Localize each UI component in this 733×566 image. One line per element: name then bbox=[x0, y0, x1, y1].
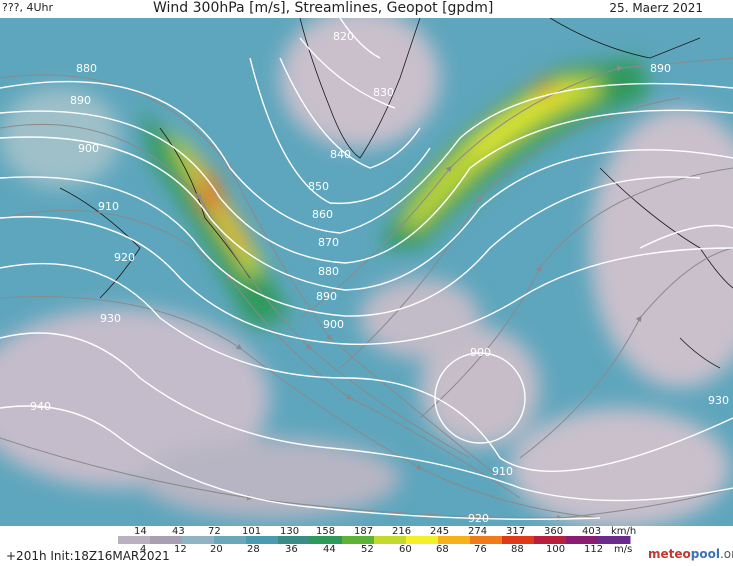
legend-swatch bbox=[566, 536, 599, 544]
brand-part: meteo bbox=[648, 547, 691, 561]
contour-label: 920 bbox=[468, 512, 489, 525]
legend-ms-label: 52 bbox=[361, 544, 374, 555]
meteopool-logo[interactable]: meteopool.org bbox=[648, 547, 733, 561]
init-time-label: +201h Init:18Z16MAR2021 bbox=[6, 549, 170, 563]
legend-ms-label: 20 bbox=[210, 544, 223, 555]
contour-label: 860 bbox=[312, 208, 333, 221]
legend-swatch bbox=[374, 536, 407, 544]
contour-label: 830 bbox=[373, 86, 394, 99]
contour-label: 820 bbox=[333, 30, 354, 43]
contour-label: 880 bbox=[76, 62, 97, 75]
legend-ms-label: 112 bbox=[584, 544, 603, 555]
legend-kmh-label: 403 bbox=[582, 526, 601, 537]
legend-ms-label: 12 bbox=[174, 544, 187, 555]
legend-kmh-label: 360 bbox=[544, 526, 563, 537]
map-title: Wind 300hPa [m/s], Streamlines, Geopot [… bbox=[153, 0, 494, 16]
legend-ms-label: 28 bbox=[247, 544, 260, 555]
legend-ms-label: 36 bbox=[285, 544, 298, 555]
forecast-date: 25. Maerz 2021 bbox=[609, 1, 703, 15]
legend-ms-unit: m/s bbox=[614, 544, 632, 555]
contour-label: 890 bbox=[650, 62, 671, 75]
contour-label: 900 bbox=[470, 346, 491, 359]
contour-label: 930 bbox=[100, 312, 121, 325]
legend-swatch bbox=[310, 536, 343, 544]
legend-swatch bbox=[150, 536, 183, 544]
legend-kmh-label: 43 bbox=[172, 526, 185, 537]
contour-label: 920 bbox=[114, 251, 135, 264]
legend-swatch bbox=[534, 536, 567, 544]
legend-kmh-label: 274 bbox=[468, 526, 487, 537]
legend-kmh-label: 101 bbox=[242, 526, 261, 537]
legend-swatch bbox=[246, 536, 279, 544]
legend-kmh-label: 216 bbox=[392, 526, 411, 537]
legend-kmh-label: 130 bbox=[280, 526, 299, 537]
legend-swatch bbox=[278, 536, 311, 544]
streamlines bbox=[0, 57, 733, 522]
legend-swatch bbox=[118, 536, 151, 544]
legend-ms-label: 4 bbox=[140, 544, 146, 555]
geopotential-contours bbox=[0, 18, 733, 520]
map-header: ???, 4Uhr Wind 300hPa [m/s], Streamlines… bbox=[0, 0, 733, 20]
legend-ms-label: 68 bbox=[436, 544, 449, 555]
legend-ms-label: 60 bbox=[399, 544, 412, 555]
wind-map: 820 830 840 850 860 870 880 890 900 910 … bbox=[0, 18, 733, 526]
contour-label: 910 bbox=[98, 200, 119, 213]
legend-ms-label: 88 bbox=[511, 544, 524, 555]
legend-color-bar bbox=[118, 536, 631, 544]
brand-part: .org bbox=[719, 547, 733, 561]
legend-kmh-label: 158 bbox=[316, 526, 335, 537]
legend-swatch bbox=[214, 536, 247, 544]
map-footer: 14 43 72 101 130 158 187 216 245 274 317… bbox=[0, 526, 733, 566]
contour-label: 900 bbox=[323, 318, 344, 331]
contour-label: 940 bbox=[30, 400, 51, 413]
legend-swatch bbox=[598, 536, 631, 544]
legend-swatch bbox=[342, 536, 375, 544]
legend-kmh-label: 14 bbox=[134, 526, 147, 537]
legend-swatch bbox=[502, 536, 535, 544]
legend-kmh-unit: km/h bbox=[611, 526, 636, 537]
contour-label: 930 bbox=[708, 394, 729, 407]
contour-label: 840 bbox=[330, 148, 351, 161]
legend-swatch bbox=[182, 536, 215, 544]
contour-label: 870 bbox=[318, 236, 339, 249]
brand-part: pool bbox=[690, 547, 720, 561]
contour-label: 850 bbox=[308, 180, 329, 193]
legend-swatch bbox=[406, 536, 439, 544]
contour-label: 880 bbox=[318, 265, 339, 278]
contour-label: 910 bbox=[492, 465, 513, 478]
legend-ms-label: 100 bbox=[546, 544, 565, 555]
contour-label: 890 bbox=[316, 290, 337, 303]
contour-label: 900 bbox=[78, 142, 99, 155]
contour-labels: 820 830 840 850 860 870 880 890 900 910 … bbox=[30, 30, 729, 525]
legend-ms-label: 76 bbox=[474, 544, 487, 555]
legend-kmh-label: 187 bbox=[354, 526, 373, 537]
color-legend: 14 43 72 101 130 158 187 216 245 274 317… bbox=[118, 526, 636, 555]
legend-kmh-label: 317 bbox=[506, 526, 525, 537]
legend-kmh-label: 72 bbox=[208, 526, 221, 537]
legend-swatch bbox=[438, 536, 471, 544]
forecast-day-label: ???, 4Uhr bbox=[2, 1, 54, 14]
legend-kmh-label: 245 bbox=[430, 526, 449, 537]
legend-swatch bbox=[470, 536, 503, 544]
legend-ms-label: 44 bbox=[323, 544, 336, 555]
contour-label: 890 bbox=[70, 94, 91, 107]
